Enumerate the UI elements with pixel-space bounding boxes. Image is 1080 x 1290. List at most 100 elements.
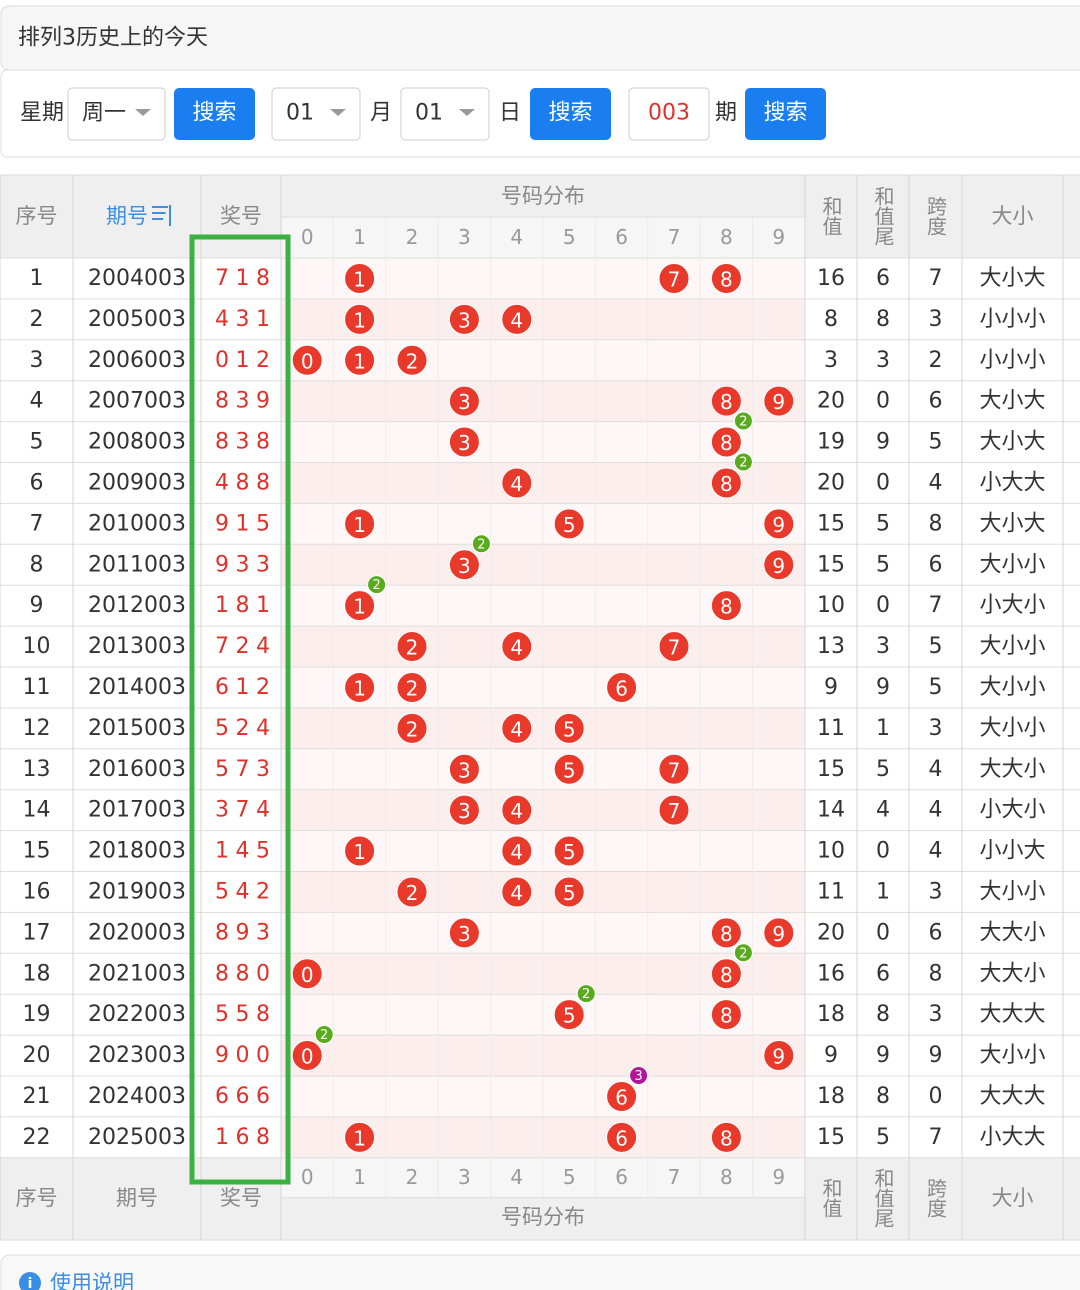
search-button-label[interactable]: 搜索 xyxy=(548,101,592,126)
ball xyxy=(344,835,376,867)
info-icon-glyph: i xyxy=(28,1276,33,1290)
issue-input[interactable] xyxy=(628,87,710,141)
ball-number: 4 xyxy=(510,881,523,905)
repeat-badge xyxy=(733,411,753,431)
row-sum: 15 xyxy=(817,511,845,536)
ball xyxy=(501,794,533,826)
ball-number: 4 xyxy=(510,308,523,332)
digit-header: 2 xyxy=(406,225,419,249)
digit-header: 6 xyxy=(615,1165,628,1189)
row-sum-tail: 5 xyxy=(876,757,890,782)
search-button-label[interactable]: 搜索 xyxy=(763,101,807,126)
ball xyxy=(448,917,480,949)
row-span: 4 xyxy=(929,798,943,823)
column-header: 序号 xyxy=(16,1186,58,1210)
prize-digit: 3 xyxy=(236,307,250,332)
repeat-badge xyxy=(733,452,753,472)
prize-digit: 6 xyxy=(236,1084,250,1109)
row-issue: 2014003 xyxy=(88,675,186,700)
select[interactable] xyxy=(67,87,166,141)
ball xyxy=(344,508,376,540)
ball xyxy=(710,958,742,990)
ball xyxy=(606,1080,638,1112)
digit-header: 3 xyxy=(458,225,471,249)
digit-header: 4 xyxy=(510,1165,523,1189)
ball-number: 3 xyxy=(458,431,471,455)
row-sum-tail: 5 xyxy=(876,1125,890,1150)
prize-digit: 1 xyxy=(215,593,229,618)
prize-digit: 5 xyxy=(236,1002,250,1027)
search-button[interactable] xyxy=(530,88,611,140)
digit-header: 8 xyxy=(720,225,733,249)
row-size: 小小小 xyxy=(979,307,1045,332)
digit-header: 2 xyxy=(406,1165,419,1189)
row-no: 22 xyxy=(23,1125,51,1150)
prize-digit: 6 xyxy=(236,1125,250,1150)
digit-header: 4 xyxy=(510,225,523,249)
ball-number: 9 xyxy=(772,513,785,537)
prize-digit: 4 xyxy=(236,839,250,864)
prize-digit: 1 xyxy=(236,266,250,291)
select-value: 01 xyxy=(286,101,314,126)
row-sum-tail: 4 xyxy=(876,798,890,823)
repeat-badge xyxy=(314,1025,334,1045)
prize-digit: 1 xyxy=(236,511,250,536)
ball-number: 9 xyxy=(772,1045,785,1069)
ball xyxy=(448,385,480,417)
ball xyxy=(606,671,638,703)
select[interactable] xyxy=(400,87,490,141)
row-sum: 16 xyxy=(817,266,845,291)
row-span: 6 xyxy=(929,920,943,945)
row-no: 20 xyxy=(23,1043,51,1068)
row-issue: 2006003 xyxy=(88,348,186,373)
row-sum: 13 xyxy=(817,634,845,659)
ball xyxy=(344,590,376,622)
prize-digit: 2 xyxy=(256,879,270,904)
repeat-badge xyxy=(471,534,491,554)
ball xyxy=(658,794,690,826)
ball-number: 1 xyxy=(353,308,366,332)
search-button-label[interactable]: 搜索 xyxy=(192,101,236,126)
row-sum: 15 xyxy=(817,757,845,782)
search-button[interactable] xyxy=(174,88,255,140)
help-link[interactable]: 使用说明 xyxy=(50,1271,134,1290)
ball xyxy=(448,549,480,581)
row-span: 5 xyxy=(929,675,943,700)
row-issue: 2004003 xyxy=(88,266,186,291)
row-issue: 2008003 xyxy=(88,430,186,455)
prize-digit: 0 xyxy=(236,1043,250,1068)
prize-digit: 9 xyxy=(215,511,229,536)
search-button[interactable] xyxy=(745,88,826,140)
digit-header: 8 xyxy=(720,1165,733,1189)
row-size: 大小大 xyxy=(979,266,1045,291)
prize-digit: 8 xyxy=(236,593,250,618)
ball xyxy=(763,917,795,949)
ball xyxy=(763,508,795,540)
column-header: 大小 xyxy=(992,1186,1034,1210)
prize-digit: 4 xyxy=(215,470,229,495)
row-issue: 2012003 xyxy=(88,593,186,618)
row-sum-tail: 8 xyxy=(876,307,890,332)
row-sum-tail: 0 xyxy=(876,920,890,945)
prize-digit: 8 xyxy=(215,430,229,455)
ball-number: 7 xyxy=(668,758,681,782)
ball-number: 3 xyxy=(458,799,471,823)
row-no: 8 xyxy=(30,552,44,577)
row-sum-tail: 9 xyxy=(876,430,890,455)
row-size: 小小大 xyxy=(979,839,1045,864)
row-no: 3 xyxy=(30,348,44,373)
prize-digit: 5 xyxy=(215,757,229,782)
row-sum: 10 xyxy=(817,593,845,618)
prize-digit: 8 xyxy=(215,389,229,414)
row-sum: 19 xyxy=(817,430,845,455)
digit-header: 6 xyxy=(615,225,628,249)
row-sum: 14 xyxy=(817,798,845,823)
row-size: 大大大 xyxy=(979,1002,1045,1027)
select[interactable] xyxy=(271,87,361,141)
row-sum-tail: 1 xyxy=(876,716,890,741)
ball-number: 7 xyxy=(668,799,681,823)
ball xyxy=(553,999,585,1031)
ball xyxy=(658,753,690,785)
row-sum: 3 xyxy=(824,348,838,373)
